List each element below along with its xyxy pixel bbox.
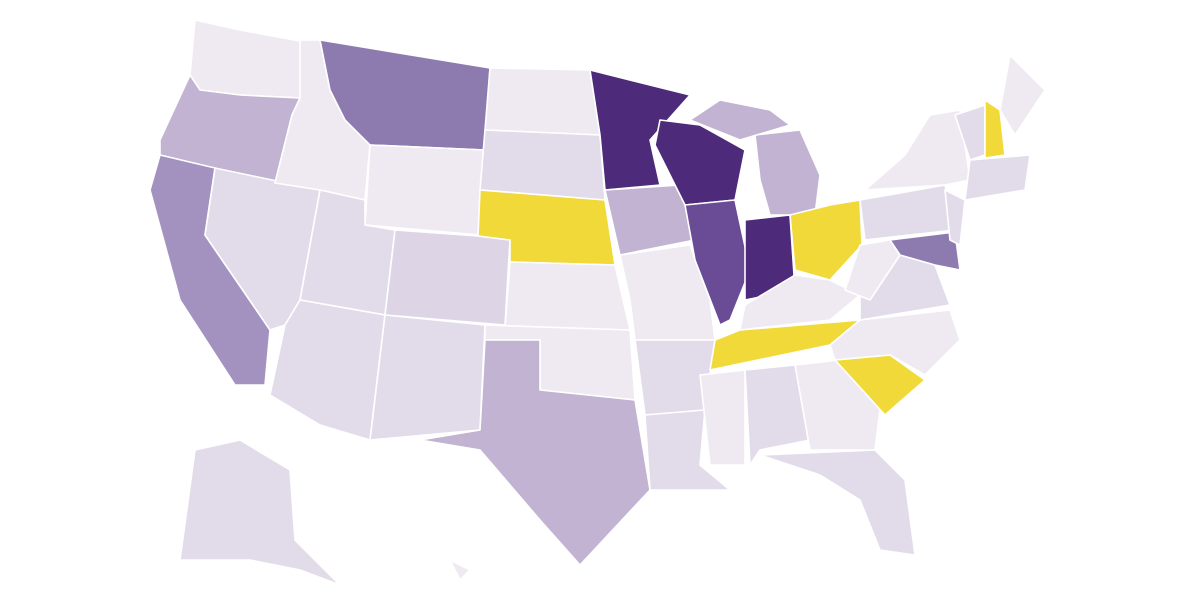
region [479, 129, 606, 201]
region [364, 144, 486, 236]
region [589, 69, 691, 191]
region [794, 359, 881, 451]
region [844, 239, 901, 301]
region [189, 19, 306, 99]
region [759, 449, 916, 556]
region [829, 309, 961, 376]
region [684, 199, 751, 326]
region [944, 189, 966, 246]
region [269, 299, 386, 441]
region [484, 67, 601, 136]
region [689, 99, 791, 141]
region [984, 99, 1006, 159]
region [789, 199, 863, 281]
region [999, 54, 1046, 136]
region [864, 109, 971, 191]
region [889, 231, 961, 271]
region [644, 409, 731, 491]
region [369, 314, 486, 441]
region [504, 261, 631, 331]
region [964, 154, 1031, 201]
region [449, 559, 471, 581]
region [699, 369, 746, 466]
region [384, 229, 511, 326]
region [179, 439, 341, 586]
region [744, 364, 811, 466]
region [859, 184, 956, 241]
region [419, 339, 651, 566]
region [754, 129, 821, 216]
